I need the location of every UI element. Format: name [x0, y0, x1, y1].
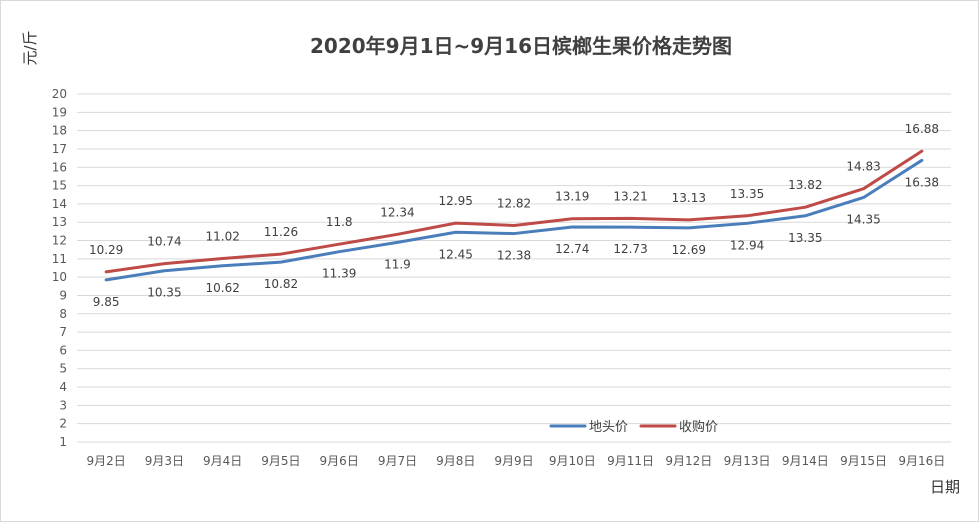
x-tick-labels: 9月2日 9月3日 9月4日 9月5日 9月6日 9月7日 9月8日 9月9日 9月10日 9月1… — [86, 454, 945, 468]
data-label: 11.8 — [326, 215, 353, 229]
data-label: 12.82 — [497, 197, 531, 211]
data-label: 13.21 — [613, 189, 647, 203]
legend: 地头价 收购价 — [549, 419, 718, 435]
data-label: 11.26 — [264, 225, 298, 239]
data-label: 12.73 — [613, 242, 647, 256]
x-tick-label: 9月2日 — [86, 454, 125, 468]
x-tick-label: 9月14日 — [782, 454, 829, 468]
y-tick-label: 10 — [52, 270, 67, 284]
data-label: 13.19 — [555, 190, 589, 204]
data-label: 12.95 — [439, 194, 473, 208]
x-tick-label: 9月15日 — [840, 454, 887, 468]
chart-title: 2020年9月1日~9月16日槟榔生果价格走势图 — [310, 34, 732, 58]
x-tick-label: 9月13日 — [724, 454, 771, 468]
y-tick-label: 7 — [59, 325, 67, 339]
x-tick-label: 9月10日 — [549, 454, 596, 468]
data-label: 11.39 — [322, 267, 356, 281]
data-label: 10.29 — [89, 243, 123, 257]
x-tick-label: 9月11日 — [607, 454, 654, 468]
y-tick-label: 3 — [59, 398, 67, 412]
x-tick-label: 9月8日 — [436, 454, 475, 468]
data-label: 16.88 — [905, 122, 939, 136]
data-labels: 9.85 10.35 10.62 10.82 11.39 11.9 12.45 12.38 12… — [89, 122, 939, 309]
x-axis-label: 日期 — [930, 478, 960, 496]
y-tick-label: 1 — [59, 435, 67, 449]
x-tick-label: 9月3日 — [145, 454, 184, 468]
x-tick-label: 9月16日 — [898, 454, 945, 468]
x-tick-label: 9月9日 — [494, 454, 533, 468]
data-label: 10.74 — [147, 235, 181, 249]
data-label: 12.74 — [555, 242, 589, 256]
y-tick-label: 20 — [52, 87, 67, 101]
y-tick-label: 5 — [59, 362, 67, 376]
data-label: 16.38 — [905, 175, 939, 189]
y-tick-label: 18 — [52, 124, 67, 138]
y-tick-label: 14 — [52, 197, 67, 211]
data-label: 12.69 — [672, 243, 706, 257]
series-layer — [104, 149, 924, 282]
data-label: 11.02 — [205, 229, 239, 243]
y-tick-label: 17 — [52, 142, 67, 156]
legend-label: 地头价 — [589, 420, 628, 435]
x-tick-label: 9月5日 — [261, 454, 300, 468]
data-label: 12.34 — [380, 205, 414, 219]
y-tick-label: 4 — [59, 380, 67, 394]
x-tick-label: 9月7日 — [378, 454, 417, 468]
y-tick-label: 12 — [52, 234, 67, 248]
y-tick-label: 19 — [52, 105, 67, 119]
data-label: 13.13 — [672, 191, 706, 205]
data-label: 13.35 — [788, 231, 822, 245]
y-tick-label: 2 — [59, 417, 67, 431]
y-tick-label: 15 — [52, 179, 67, 193]
y-tick-label: 13 — [52, 215, 67, 229]
data-label: 10.62 — [205, 281, 239, 295]
data-label: 12.38 — [497, 249, 531, 263]
data-label: 10.82 — [264, 277, 298, 291]
data-label: 14.83 — [846, 160, 880, 174]
x-tick-label: 9月4日 — [203, 454, 242, 468]
data-label: 13.82 — [788, 178, 822, 192]
data-label: 13.35 — [730, 187, 764, 201]
data-label: 14.35 — [846, 212, 880, 226]
y-tick-label: 8 — [59, 307, 67, 321]
data-label: 11.9 — [384, 257, 411, 271]
y-tick-label: 11 — [52, 252, 67, 266]
y-tick-label: 6 — [59, 343, 67, 357]
x-tick-label: 9月12日 — [665, 454, 712, 468]
data-label: 10.35 — [147, 286, 181, 300]
series-line-shougoujia — [104, 149, 924, 274]
data-label: 12.94 — [730, 238, 764, 252]
data-label: 9.85 — [93, 295, 120, 309]
y-tick-label: 16 — [52, 160, 67, 174]
y-tick-label: 9 — [59, 288, 67, 302]
legend-label: 收购价 — [679, 419, 718, 435]
y-axis-label: 元/斤 — [21, 30, 39, 65]
data-label: 12.45 — [439, 247, 473, 261]
x-tick-label: 9月6日 — [320, 454, 359, 468]
series-line-ditoujia — [104, 158, 924, 282]
